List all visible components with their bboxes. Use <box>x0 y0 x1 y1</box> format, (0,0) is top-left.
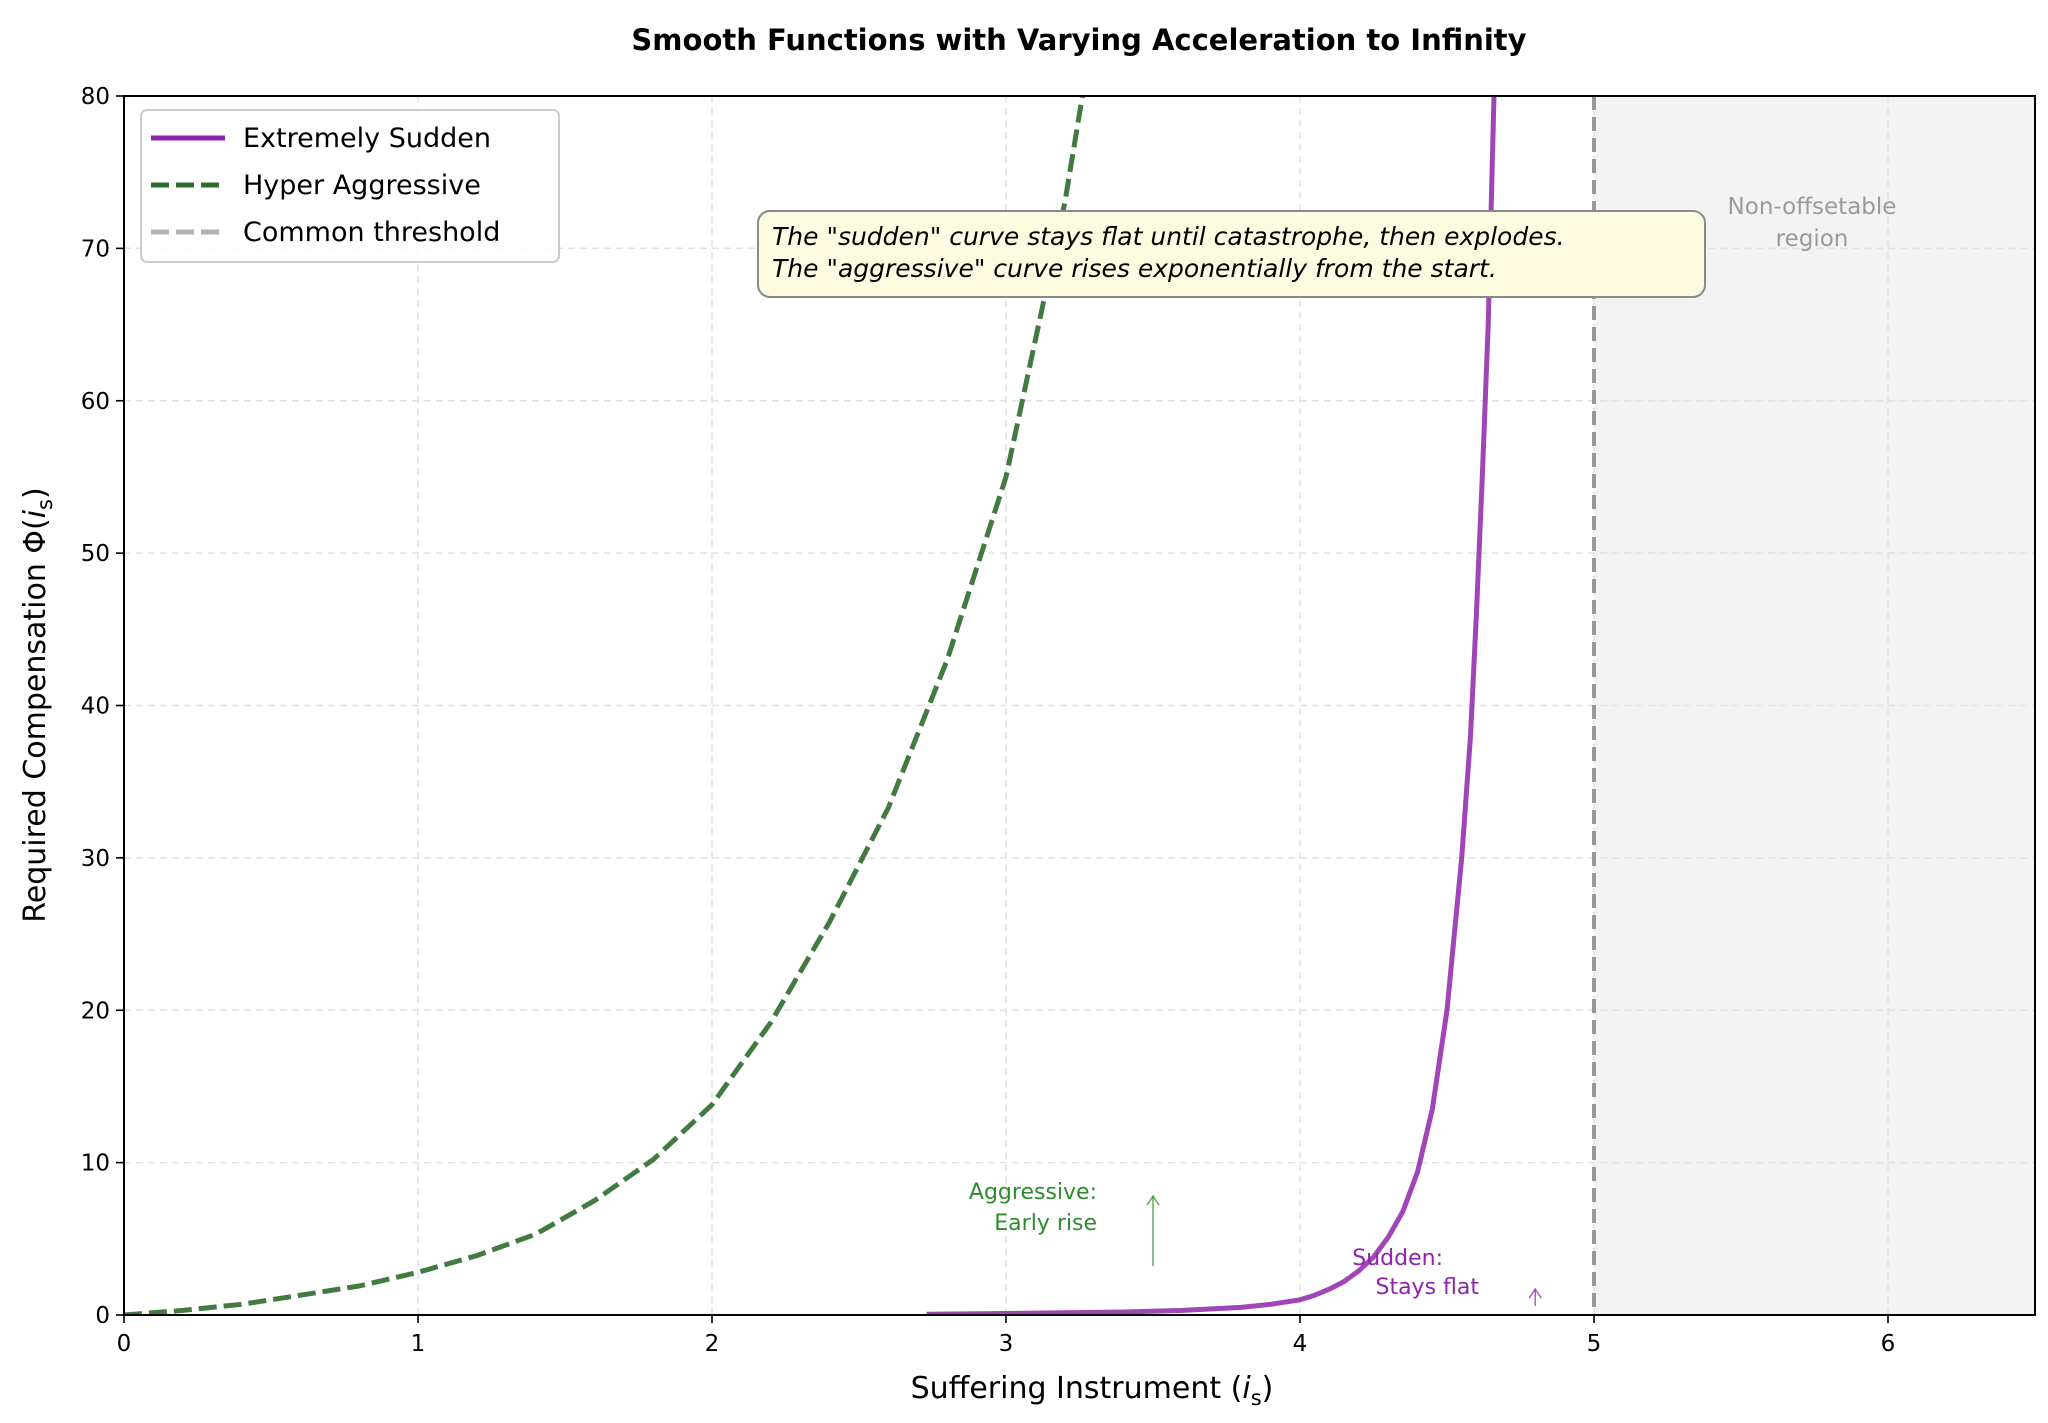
y-tick-label: 20 <box>81 998 110 1024</box>
legend-label-threshold: Common threshold <box>243 217 500 248</box>
annotations: Aggressive: Early rise Sudden: Stays fla… <box>969 1180 1542 1306</box>
x-tick-label: 3 <box>999 1331 1014 1357</box>
legend-label-sudden: Extremely Sudden <box>243 123 491 154</box>
y-tick-label: 10 <box>81 1151 110 1177</box>
annotation-box-line2: The "aggressive" curve rises exponential… <box>772 254 1497 283</box>
annotation-arrowhead-1 <box>1528 1287 1542 1299</box>
y-tick-label: 50 <box>81 541 110 567</box>
x-axis-label: Suffering Instrument (is) <box>911 1371 1274 1410</box>
series-line-hyper-aggressive <box>124 96 1085 1315</box>
y-tick-label: 70 <box>81 236 110 262</box>
annotation-box-line1: The "sudden" curve stays flat until cata… <box>772 222 1565 251</box>
x-tick-label: 5 <box>1587 1331 1602 1357</box>
y-tick-label: 60 <box>81 389 110 415</box>
x-tick-label: 2 <box>705 1331 720 1357</box>
legend-frame <box>140 109 560 263</box>
annotation-box-frame <box>757 210 1706 298</box>
y-tick-label: 80 <box>81 84 110 110</box>
annotation-box: The "sudden" curve stays flat until cata… <box>757 210 1706 298</box>
shaded-region-label-line2: region <box>1776 226 1849 252</box>
sudden-annotation-line1: Sudden: <box>1352 1246 1443 1271</box>
shaded-region-label-line1: Non-offsetable <box>1728 194 1897 220</box>
aggressive-annotation-line2: Early rise <box>994 1211 1097 1236</box>
y-tick-label: 40 <box>81 694 110 720</box>
x-tick-label: 0 <box>117 1331 132 1357</box>
y-tick-label: 0 <box>95 1303 110 1329</box>
legend-label-aggressive: Hyper Aggressive <box>243 170 481 201</box>
y-tick-label: 30 <box>81 846 110 872</box>
legend: Extremely Sudden Hyper Aggressive Common… <box>140 109 560 263</box>
series-layer <box>124 96 1596 1315</box>
x-tick-label: 4 <box>1293 1331 1308 1357</box>
y-axis-label: Required Compensation Φ(is) <box>18 487 57 922</box>
aggressive-annotation-line1: Aggressive: <box>969 1180 1097 1205</box>
series-line-extremely-sudden <box>926 96 1497 1315</box>
sudden-annotation-line2: Stays flat <box>1375 1275 1479 1300</box>
chart-title: Smooth Functions with Varying Accelerati… <box>631 23 1526 57</box>
x-tick-label: 1 <box>411 1331 426 1357</box>
annotation-arrowhead-0 <box>1146 1194 1160 1206</box>
x-tick-label: 6 <box>1881 1331 1896 1357</box>
